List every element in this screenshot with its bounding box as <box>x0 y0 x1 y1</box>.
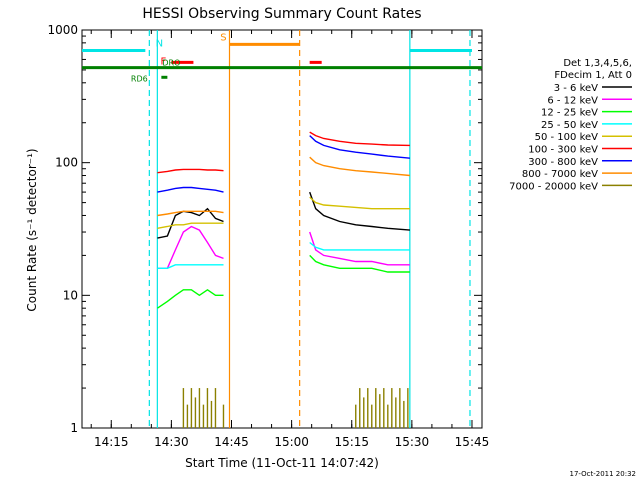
series-line-4-segment-2 <box>309 241 410 251</box>
series-line-3-segment-2 <box>309 254 410 273</box>
series-line-1-segment-1 <box>157 207 224 239</box>
x-axis-label: Start Time (11-Oct-11 14:07:42) <box>185 456 379 470</box>
series-line-5-segment-2 <box>309 196 410 210</box>
x-tick-label: 15:00 <box>274 435 309 449</box>
legend-label: 25 - 50 keV <box>541 120 598 131</box>
series-line-1-segment-2 <box>309 191 410 231</box>
x-tick-label: 15:30 <box>395 435 430 449</box>
x-tick-label: 15:45 <box>455 435 490 449</box>
plot-frame <box>81 29 483 429</box>
legend-label: 300 - 800 keV <box>528 157 598 168</box>
flag-label-s: S <box>220 32 226 43</box>
y-tick-label: 10 <box>63 288 78 302</box>
series-line-2-segment-1 <box>157 225 224 269</box>
legend-label: 6 - 12 keV <box>547 95 598 106</box>
series-line-3-segment-1 <box>157 288 224 309</box>
timestamp: 17-Oct-2011 20:32 <box>570 470 636 478</box>
x-tick-label: 14:45 <box>214 435 249 449</box>
x-tick-label: 14:15 <box>94 435 129 449</box>
series-line-6-segment-2 <box>309 131 410 147</box>
legend-label: 50 - 100 keV <box>535 132 599 143</box>
flag-label-n: N <box>156 39 163 50</box>
series-line-6-segment-1 <box>157 168 224 174</box>
x-tick-label: 15:15 <box>334 435 369 449</box>
series-line-4-segment-1 <box>157 264 224 269</box>
legend: Det 1,3,4,5,6, FDecim 1, Att 0 3 - 6 keV… <box>509 58 632 192</box>
flag-label-f: F <box>160 56 166 67</box>
legend-label: 12 - 25 keV <box>541 108 598 119</box>
series-line-5-segment-1 <box>157 222 224 229</box>
x-tick-label: 14:30 <box>154 435 189 449</box>
legend-header-1: Det 1,3,4,5,6, <box>563 58 632 69</box>
legend-label: 800 - 7000 keV <box>522 169 598 180</box>
series-line-8-segment-2 <box>309 156 410 177</box>
legend-label: 3 - 6 keV <box>554 83 598 94</box>
series-line-7-segment-1 <box>157 186 224 193</box>
y-tick-label: 1000 <box>47 23 78 37</box>
flag-label-rd6: RD6 <box>131 74 148 83</box>
legend-header-2: FDecim 1, Att 0 <box>554 70 632 81</box>
series-line-2-segment-2 <box>309 231 410 266</box>
series-line-8-segment-1 <box>157 210 224 217</box>
y-tick-label: 1 <box>70 421 78 435</box>
legend-label: 100 - 300 keV <box>528 145 598 156</box>
plot-layer: 1 10 100 1000 14:15 14:30 14:45 15:00 15:15 15:30… <box>47 23 489 449</box>
y-axis-label: Count Rate (s⁻¹ detector⁻¹) <box>25 148 39 311</box>
series-line-7-segment-2 <box>309 135 410 159</box>
chart-title: HESSI Observing Summary Count Rates <box>142 6 421 22</box>
legend-label: 7000 - 20000 keV <box>509 181 598 192</box>
y-tick-label: 100 <box>55 156 78 170</box>
flag-label-dro: DRO <box>162 59 180 68</box>
